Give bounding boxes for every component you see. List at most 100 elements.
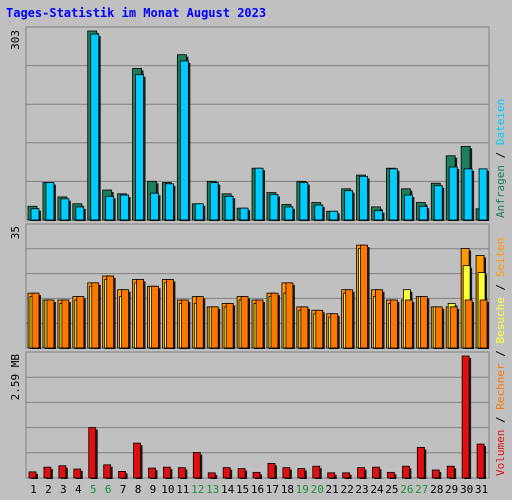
bar-dateien-10 xyxy=(165,183,174,221)
legend-top: Anfragen / Dateien xyxy=(494,99,507,218)
bar-volumen-25 xyxy=(387,471,395,479)
bar-dateien-26 xyxy=(403,194,413,221)
bar-volumen-26 xyxy=(401,465,410,479)
legend-separator: / xyxy=(494,344,507,364)
bar-dateien-7 xyxy=(120,194,130,221)
legend-separator: / xyxy=(494,145,507,165)
bar-rechner-30 xyxy=(464,299,473,349)
bar-rechner-16 xyxy=(255,299,264,349)
bar-dateien-28 xyxy=(433,185,443,221)
day-label-9: 9 xyxy=(150,483,157,496)
legend-separator: / xyxy=(494,277,507,297)
bar-dateien-17 xyxy=(269,194,279,221)
bar-volumen-29 xyxy=(446,465,455,479)
legend-rechner: Rechner xyxy=(494,363,507,410)
bar-volumen-3 xyxy=(58,465,67,479)
bar-dateien-2 xyxy=(45,182,55,221)
bar-rechner-31 xyxy=(479,299,488,349)
y-max-label: 2.59 MB xyxy=(9,354,22,401)
day-label-10: 10 xyxy=(161,483,174,496)
bar-volumen-2 xyxy=(43,466,52,479)
day-label-15: 15 xyxy=(236,483,249,496)
bar-dateien-22 xyxy=(344,190,354,221)
day-label-17: 17 xyxy=(266,483,279,496)
bar-dateien-13 xyxy=(209,182,219,221)
legend-dateien: Dateien xyxy=(494,99,507,145)
bar-volumen-11 xyxy=(177,467,186,479)
bar-rechner-10 xyxy=(166,279,174,349)
bar-volumen-23 xyxy=(357,467,365,479)
bar-volumen-6 xyxy=(103,464,112,479)
page-title: Tages-Statistik im Monat August 2023 xyxy=(6,6,267,20)
bar-dateien-8 xyxy=(135,74,144,221)
bar-dateien-3 xyxy=(60,198,70,221)
bar-volumen-28 xyxy=(431,469,440,479)
bar-dateien-15 xyxy=(239,207,249,221)
bar-volumen-19 xyxy=(297,468,306,479)
bar-rechner-7 xyxy=(121,289,130,349)
bar-volumen-8 xyxy=(133,442,141,479)
bar-rechner-13 xyxy=(210,306,219,349)
day-label-16: 16 xyxy=(251,483,264,496)
bar-dateien-31 xyxy=(478,168,488,221)
bar-dateien-4 xyxy=(75,206,85,221)
bar-rechner-2 xyxy=(46,299,55,349)
y-max-label: 35 xyxy=(9,226,22,239)
day-label-14: 14 xyxy=(221,483,235,496)
bar-volumen-17 xyxy=(267,462,276,479)
bar-dateien-9 xyxy=(150,192,159,221)
bar-rechner-15 xyxy=(240,296,249,349)
bar-rechner-8 xyxy=(136,279,144,349)
day-label-2: 2 xyxy=(45,483,52,496)
bar-dateien-12 xyxy=(194,203,204,221)
bar-volumen-21 xyxy=(327,472,336,479)
bar-rechner-26 xyxy=(404,299,413,349)
day-label-6: 6 xyxy=(105,483,112,496)
bar-rechner-18 xyxy=(285,282,294,349)
bar-volumen-13 xyxy=(207,472,216,479)
bar-rechner-17 xyxy=(270,292,279,349)
day-label-27: 27 xyxy=(415,483,428,496)
bar-volumen-31 xyxy=(476,443,485,479)
bar-volumen-24 xyxy=(372,466,380,479)
bar-volumen-27 xyxy=(416,446,425,479)
bar-dateien-6 xyxy=(105,195,115,221)
day-label-29: 29 xyxy=(445,483,458,496)
day-label-30: 30 xyxy=(460,483,473,496)
day-label-3: 3 xyxy=(60,483,67,496)
bar-dateien-24 xyxy=(374,210,383,221)
bar-rechner-24 xyxy=(375,289,383,349)
day-label-4: 4 xyxy=(75,483,82,496)
bar-dateien-29 xyxy=(448,166,458,221)
y-max-label: 303 xyxy=(9,30,22,50)
bar-rechner-5 xyxy=(91,282,100,349)
bar-dateien-23 xyxy=(359,175,368,221)
bar-rechner-21 xyxy=(330,313,339,349)
bar-volumen-10 xyxy=(163,466,171,479)
day-label-23: 23 xyxy=(355,483,368,496)
bar-rechner-19 xyxy=(300,306,309,349)
bar-volumen-18 xyxy=(282,467,291,479)
day-label-24: 24 xyxy=(370,483,384,496)
bar-rechner-12 xyxy=(195,296,204,349)
bar-rechner-27 xyxy=(419,296,428,349)
bar-dateien-1 xyxy=(30,208,40,221)
day-label-20: 20 xyxy=(311,483,324,496)
bar-rechner-3 xyxy=(61,299,70,349)
bar-rechner-25 xyxy=(390,299,398,349)
panel-frame-3 xyxy=(25,351,490,479)
bar-dateien-30 xyxy=(463,168,473,221)
bar-dateien-19 xyxy=(299,182,309,221)
bar-volumen-30 xyxy=(461,355,470,479)
bar-rechner-23 xyxy=(360,244,368,349)
bar-rechner-6 xyxy=(106,275,115,349)
day-label-25: 25 xyxy=(385,483,398,496)
day-label-13: 13 xyxy=(206,483,219,496)
legend-besuche: Besuche xyxy=(494,297,507,343)
bar-rechner-4 xyxy=(76,296,85,349)
bar-dateien-16 xyxy=(254,167,264,221)
bar-rechner-9 xyxy=(151,285,159,349)
day-label-31: 31 xyxy=(475,483,488,496)
